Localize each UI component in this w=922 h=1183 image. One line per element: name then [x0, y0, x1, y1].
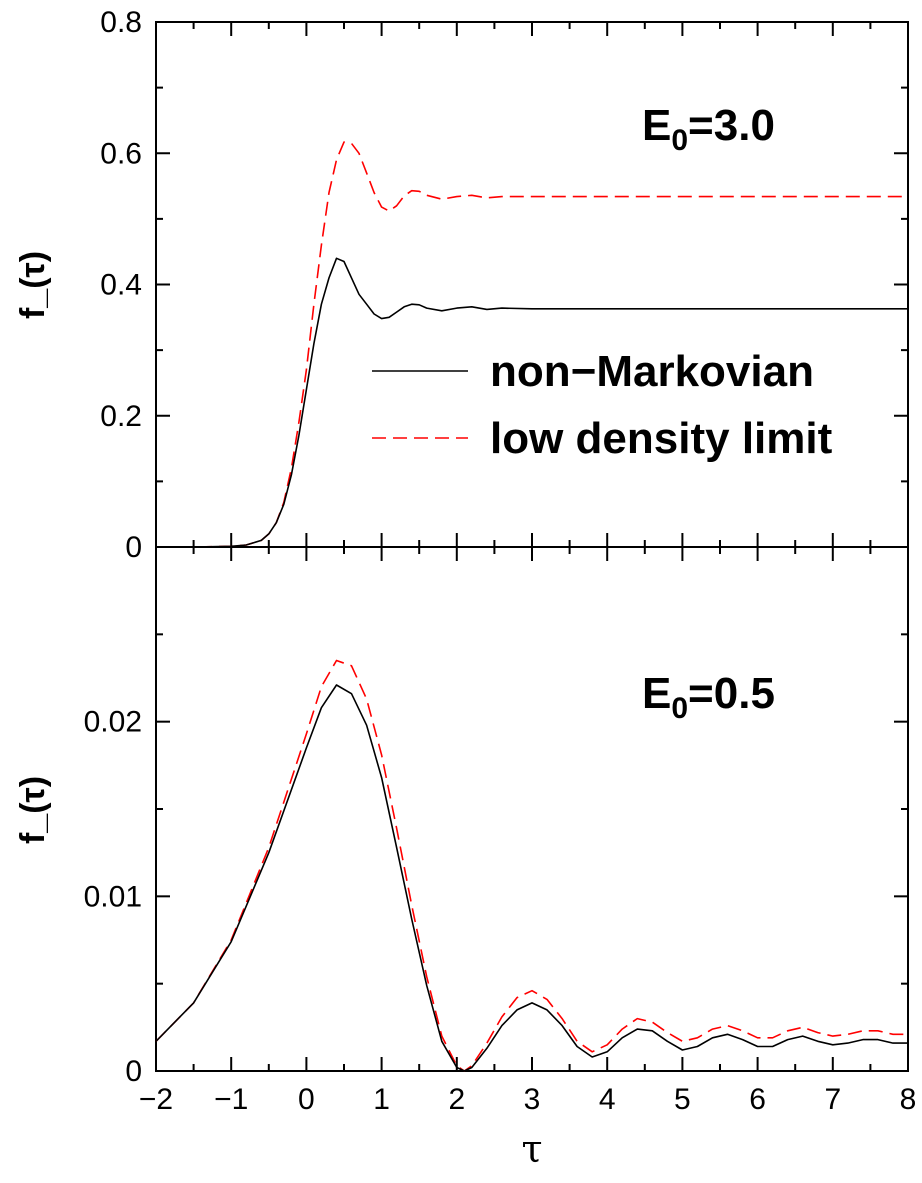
x-tick-label: 0 — [298, 1083, 315, 1116]
top-annotation: E0=3.0 — [642, 101, 775, 157]
y-tick-label: 0.8 — [100, 6, 142, 39]
bottom-annotation-main: E — [642, 669, 671, 718]
top-panel: 00.20.40.60.8 f_(τ) E0=3.0 non−Markovian… — [14, 6, 909, 564]
x-tick-label: −1 — [214, 1083, 248, 1116]
x-tick-label: 1 — [373, 1083, 390, 1116]
y-tick-label: 0 — [125, 531, 142, 564]
top-annotation-main: E — [642, 101, 671, 150]
top-annotation-subscript: 0 — [671, 124, 688, 157]
x-tick-label: 8 — [900, 1083, 917, 1116]
y-tick-label: 0 — [125, 1055, 142, 1088]
top-y-axis-label: f_(τ) — [14, 251, 52, 319]
bottom-y-axis-label: f_(τ) — [14, 776, 52, 844]
bottom-annotation-rest: =0.5 — [688, 669, 775, 718]
bottom-annotation: E0=0.5 — [642, 669, 775, 725]
x-tick-label: 3 — [524, 1083, 541, 1116]
top-ticks — [155, 21, 909, 548]
x-tick-label: −2 — [139, 1083, 173, 1116]
y-tick-label: 0.6 — [100, 137, 142, 170]
x-tick-label: 4 — [599, 1083, 616, 1116]
legend-label-non-markovian: non−Markovian — [490, 347, 814, 396]
bottom-series — [155, 659, 908, 1072]
y-tick-label: 0.4 — [100, 269, 142, 302]
series-line-non-markovian — [156, 257, 908, 548]
x-tick-label: 5 — [674, 1083, 691, 1116]
top-annotation-rest: =3.0 — [688, 101, 775, 150]
top-series — [156, 141, 908, 548]
y-tick-label: 0.2 — [100, 400, 142, 433]
x-tick-labels: −2 −1 0 1 2 3 4 5 6 7 8 — [139, 1083, 916, 1116]
x-tick-label: 7 — [824, 1083, 841, 1116]
series-line-non-markovian — [155, 684, 908, 1072]
top-plot-frame — [155, 21, 909, 548]
x-tick-label: 6 — [749, 1083, 766, 1116]
y-tick-label: 0.02 — [84, 706, 142, 739]
bottom-annotation-subscript: 0 — [671, 692, 688, 725]
legend-label-low-density-limit: low density limit — [490, 414, 833, 463]
bottom-ticks — [155, 546, 909, 1072]
series-line-low-density-limit — [155, 659, 908, 1072]
series-line-low-density-limit — [156, 141, 908, 548]
x-axis-label: τ — [521, 1127, 542, 1171]
y-tick-label: 0.01 — [84, 880, 142, 913]
top-y-tick-labels: 0 0.2 0.4 0.6 0.8 — [100, 6, 142, 564]
bottom-panel: 00.010.02 −2 −1 0 1 2 3 4 5 6 7 8 f_(τ) τ E0=0.5 — [14, 546, 916, 1171]
bottom-y-tick-labels: 0 0.01 0.02 — [84, 706, 142, 1088]
legend: non−Markovian low density limit — [372, 347, 833, 463]
x-tick-label: 2 — [448, 1083, 465, 1116]
bottom-plot-frame — [155, 546, 909, 1072]
